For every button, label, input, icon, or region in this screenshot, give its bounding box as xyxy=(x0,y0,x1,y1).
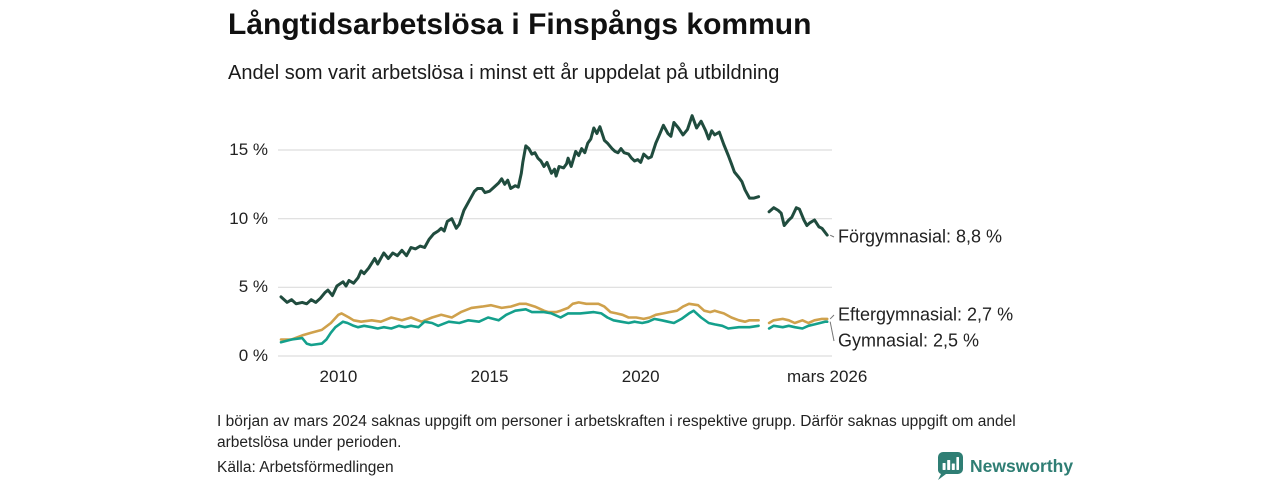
y-axis-tick-label: 0 % xyxy=(238,346,268,365)
newsworthy-barchart-badge-icon xyxy=(938,452,963,480)
x-axis-tick-label: 2015 xyxy=(470,367,509,386)
x-axis-tick-label: 2020 xyxy=(621,367,660,386)
page-title: Långtidsarbetslösa i Finspångs kommun xyxy=(228,8,812,41)
label-connector-gymnasial xyxy=(829,321,835,342)
line-förgymnasial xyxy=(767,206,829,237)
y-axis-tick-label: 10 % xyxy=(229,208,268,228)
x-axis-tick-label: 2010 xyxy=(319,367,358,386)
x-axis-tick-label: mars 2026 xyxy=(786,367,868,386)
chart-footnote: I början av mars 2024 saknas uppgift om … xyxy=(217,413,1016,451)
newsworthy-wordmark: Newsworthy xyxy=(970,455,1074,476)
line-gymnasial xyxy=(767,320,829,330)
series-label-gymnasial: Gymnasial: 2,5 % xyxy=(838,330,980,351)
line-förgymnasial xyxy=(279,114,761,306)
newsworthy-logo: Newsworthy xyxy=(938,452,1073,480)
y-axis-tick-label: 15 % xyxy=(229,140,268,159)
label-connector-eftergymnasial xyxy=(829,314,835,320)
chart-subtitle: Andel som varit arbetslösa i minst ett å… xyxy=(228,62,780,84)
line-gymnasial xyxy=(279,308,760,347)
line-eftergymnasial xyxy=(279,301,760,341)
series-label-förgymnasial: Förgymnasial: 8,8 % xyxy=(838,226,1003,247)
line-eftergymnasial xyxy=(767,317,829,325)
label-connector-förgymnasial xyxy=(829,234,835,238)
y-axis-tick-label: 5 % xyxy=(238,277,268,297)
series-label-eftergymnasial: Eftergymnasial: 2,7 % xyxy=(838,304,1014,325)
line-chart xyxy=(278,114,835,357)
chart-source: Källa: Arbetsförmedlingen xyxy=(217,459,394,476)
